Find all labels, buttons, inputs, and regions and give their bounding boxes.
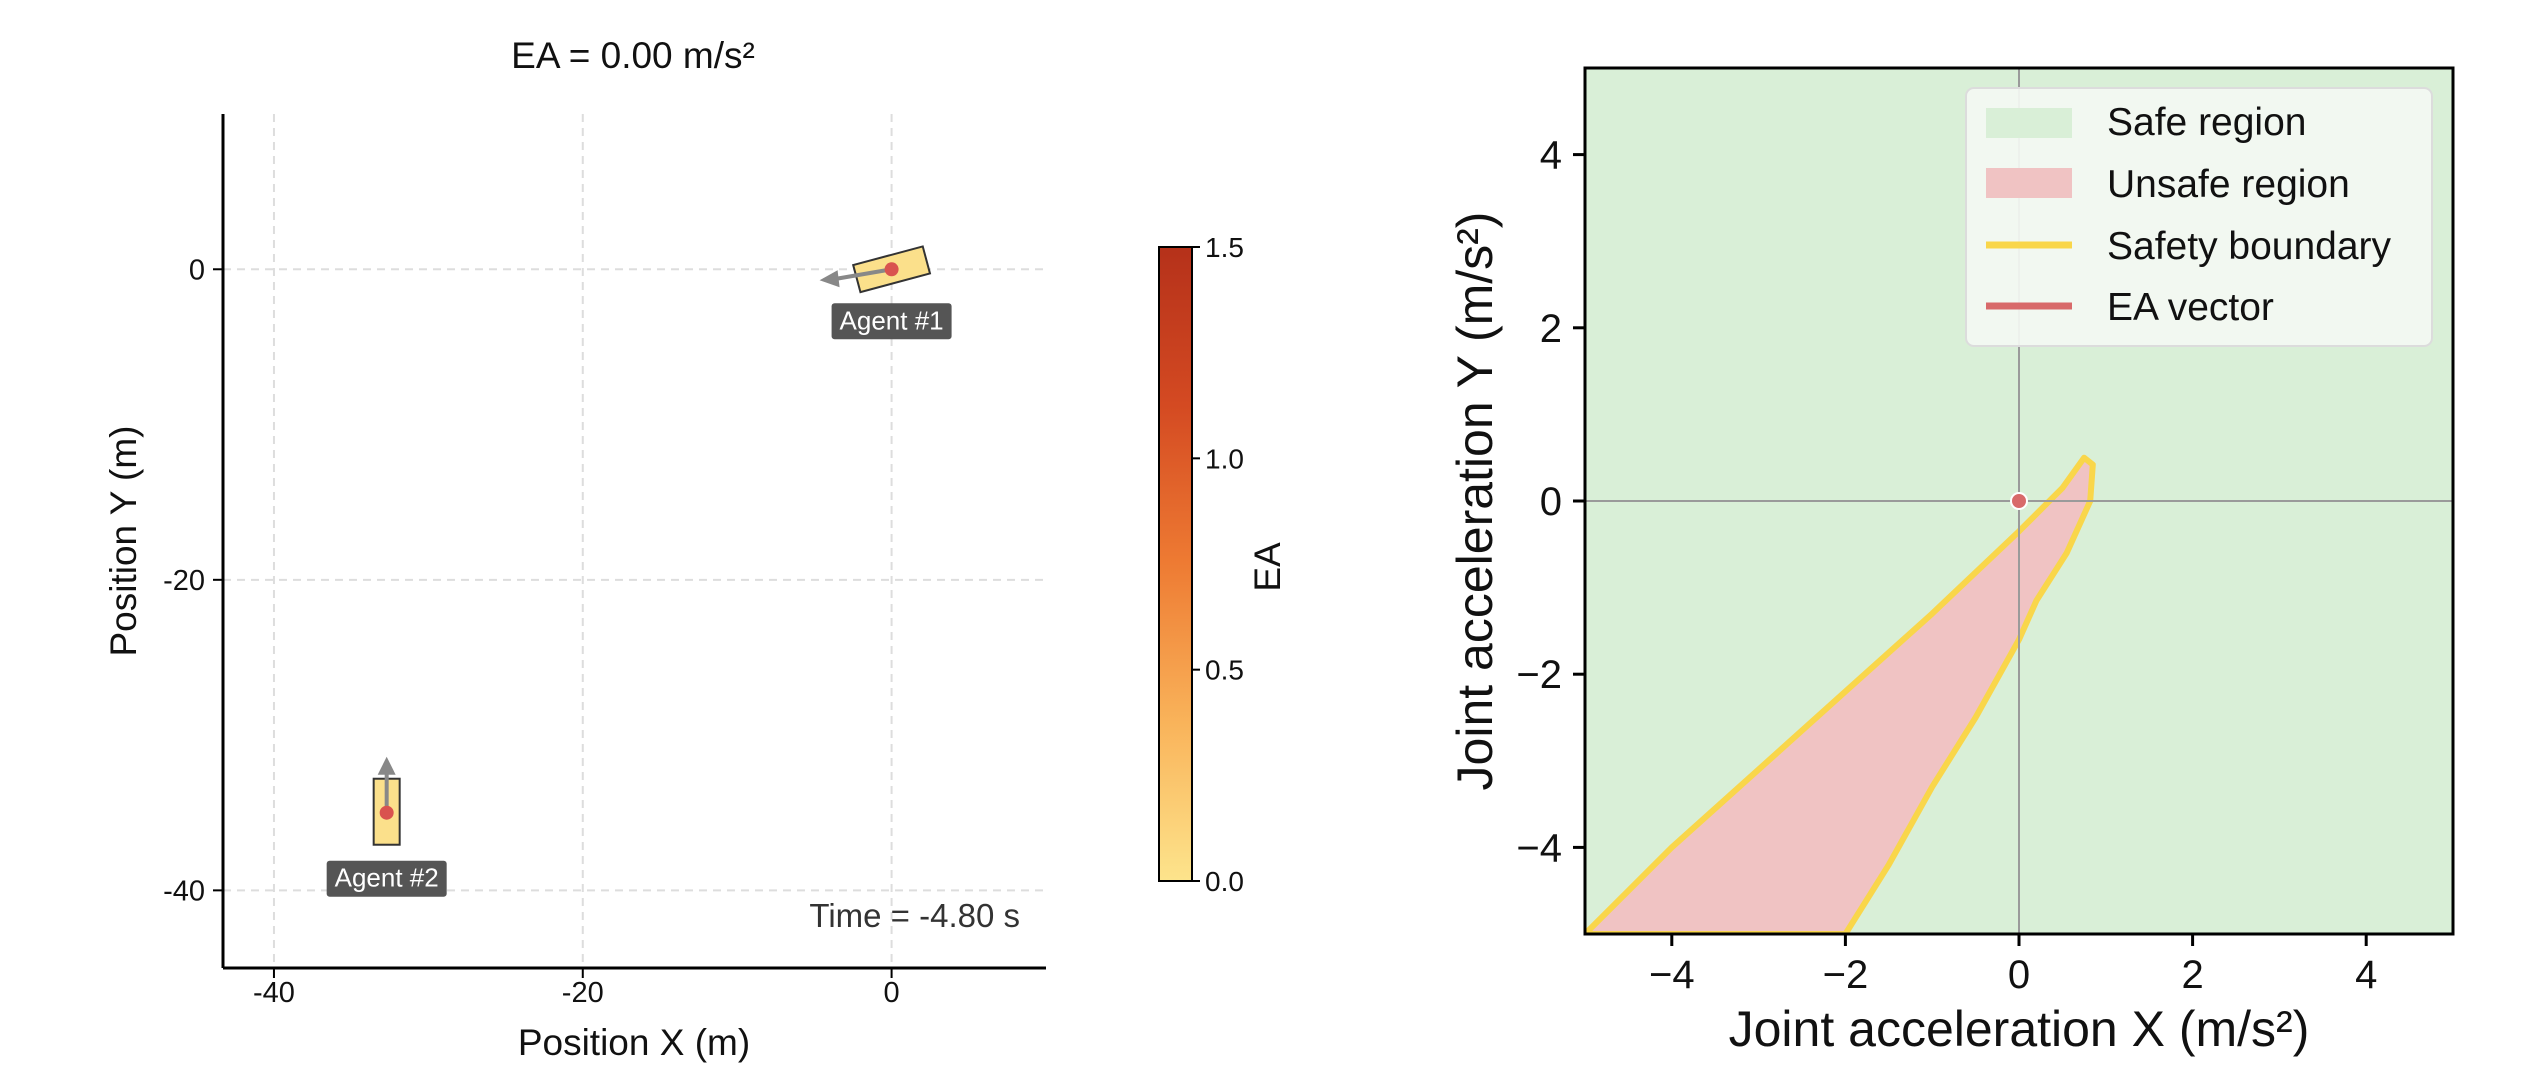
legend: Safe region Unsafe region Safety boundar… xyxy=(1965,87,2433,347)
agent-marker: Agent #2 xyxy=(326,756,447,897)
legend-label-boundary: Safety boundary xyxy=(2107,225,2392,268)
left-grid xyxy=(223,114,1046,968)
trajectory-plot: EA = 0.00 m/s² -40 -20 00-20-40 Agent #1Ag… xyxy=(103,35,1046,1063)
right-ticks: −4 −2 0 2 4 4 2 0 −2 −4 xyxy=(1516,134,2377,997)
acceleration-plot: −4 −2 0 2 4 4 2 0 −2 −4 Safe region Unsafe region… xyxy=(1447,66,2455,1057)
agent-arrow-head xyxy=(377,756,396,775)
colorbar-tick-label: 0.5 xyxy=(1205,655,1244,686)
right-x-tick-label: −2 xyxy=(1823,953,1869,997)
left-y-tick-label: -20 xyxy=(163,565,205,597)
left-x-tick-label: -40 xyxy=(253,977,295,1009)
left-y-label: Position Y (m) xyxy=(103,426,144,657)
legend-swatch-safe xyxy=(1986,108,2072,138)
agent-center-dot xyxy=(379,805,394,820)
agent-arrow-head xyxy=(819,270,840,288)
legend-label-ea-vector: EA vector xyxy=(2107,286,2274,329)
agent-center-dot xyxy=(884,262,899,277)
colorbar-tick-label: 0.0 xyxy=(1205,866,1244,897)
legend-swatch-unsafe xyxy=(1986,168,2072,198)
right-y-tick-label: −4 xyxy=(1516,826,1562,870)
right-y-tick-label: −2 xyxy=(1516,653,1562,697)
colorbar-tick-label: 1.0 xyxy=(1205,443,1244,474)
left-y-tick-label: -40 xyxy=(163,875,205,907)
left-x-label: Position X (m) xyxy=(518,1022,750,1063)
agent-marker: Agent #1 xyxy=(819,245,952,340)
colorbar-label: EA xyxy=(1247,542,1288,592)
left-y-tick-label: 0 xyxy=(189,254,205,286)
legend-label-safe: Safe region xyxy=(2107,101,2306,144)
legend-label-unsafe: Unsafe region xyxy=(2107,163,2350,206)
agent-label: Agent #1 xyxy=(840,305,944,335)
right-y-tick-label: 0 xyxy=(1540,480,1562,524)
colorbar: 1.5 1.0 0.5 0.0 EA xyxy=(1158,232,1288,897)
colorbar-tick-label: 1.5 xyxy=(1205,232,1244,263)
colorbar-ticks: 1.5 1.0 0.5 0.0 xyxy=(1192,232,1244,897)
right-x-tick-label: 4 xyxy=(2355,953,2377,997)
right-x-tick-label: 2 xyxy=(2181,953,2203,997)
agents: Agent #1 Agent #2 xyxy=(326,245,952,897)
right-x-tick-label: 0 xyxy=(2008,953,2030,997)
agent-label: Agent #2 xyxy=(335,863,439,893)
right-y-tick-label: 4 xyxy=(1540,134,1562,178)
left-ticks: -40 -20 0 0 -20 -40 xyxy=(163,254,900,1009)
agent-label-box xyxy=(326,860,447,897)
right-x-label: Joint acceleration X (m/s²) xyxy=(1729,1001,2310,1057)
right-y-label: Joint acceleration Y (m/s²) xyxy=(1447,212,1503,791)
ea-vector-point xyxy=(2010,492,2028,510)
left-title: EA = 0.00 m/s² xyxy=(511,35,755,76)
agent-label-box xyxy=(831,303,952,340)
legend-box xyxy=(1965,87,2433,347)
agent-heading-arrow xyxy=(833,267,892,282)
left-x-tick-label: -20 xyxy=(562,977,604,1009)
right-y-tick-label: 2 xyxy=(1540,307,1562,351)
time-annotation: Time = -4.80 s xyxy=(809,897,1020,934)
left-x-tick-label: 0 xyxy=(884,977,900,1009)
colorbar-fill xyxy=(1158,246,1193,882)
right-x-tick-label: −4 xyxy=(1649,953,1695,997)
unsafe-region xyxy=(1585,454,2096,934)
